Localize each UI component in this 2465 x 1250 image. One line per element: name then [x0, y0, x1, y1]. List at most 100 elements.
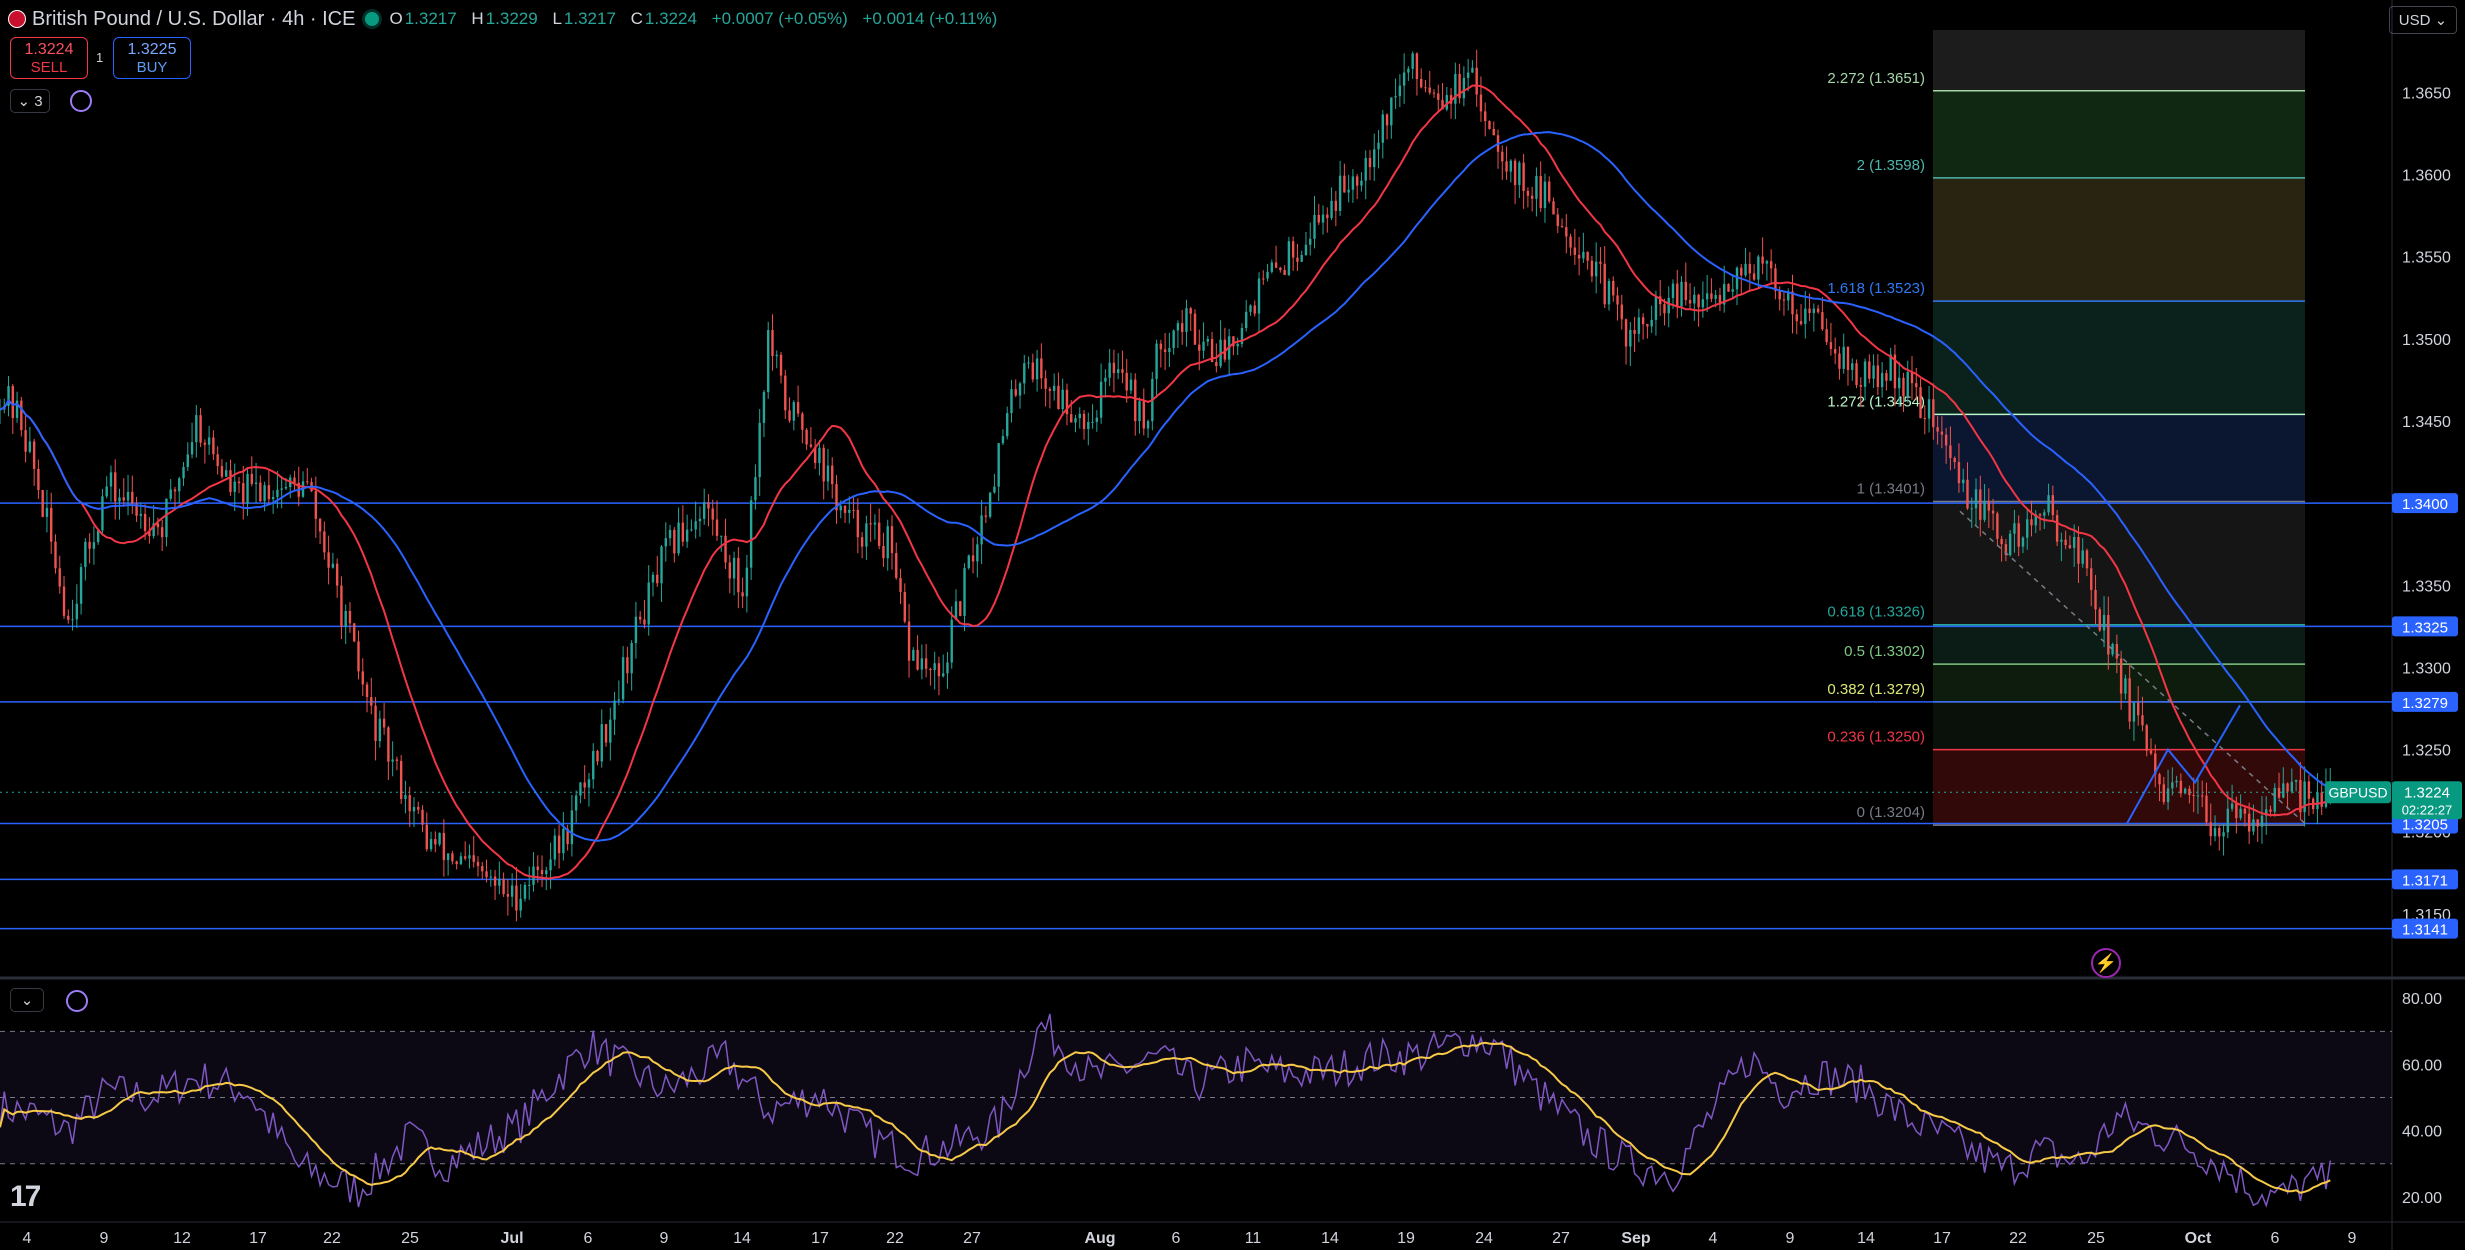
candle-body [1906, 372, 1909, 397]
candle-body [1957, 462, 1961, 484]
candle-body [749, 500, 753, 568]
candle-countdown-label: 02:22:27 [2402, 802, 2453, 817]
candle-body [2179, 780, 2183, 794]
projection-path [2126, 704, 2241, 824]
rsi-collapse-button[interactable]: ⌄ [10, 988, 44, 1012]
sell-button[interactable]: 1.3224 SELL [10, 37, 88, 79]
tradingview-logo-icon[interactable]: 17 [10, 1180, 41, 1213]
candle-body [476, 861, 480, 867]
candle-body [387, 727, 390, 762]
candle-body [314, 491, 318, 519]
candle-body [2282, 783, 2285, 798]
sync-icon[interactable] [66, 990, 88, 1012]
fib-zone [1933, 664, 2305, 702]
candle-body [2077, 536, 2080, 564]
candle-body [702, 502, 706, 519]
candle-body [1543, 181, 1547, 208]
candle-body [1360, 180, 1363, 186]
candle-body [2277, 787, 2281, 798]
candle-body [2162, 784, 2166, 803]
candle-body [592, 751, 595, 780]
candle-body [971, 555, 975, 562]
time-tick-label: 17 [811, 1230, 829, 1247]
candle-body [1027, 362, 1030, 364]
buy-label: BUY [136, 59, 168, 76]
candle-body [1112, 362, 1116, 374]
candle-body [1629, 329, 1632, 347]
candle-body [340, 585, 343, 627]
candle-body [1594, 261, 1598, 277]
candle-body [1129, 379, 1133, 391]
candle-body [698, 518, 702, 522]
candle-body [993, 486, 996, 493]
indicators-toggle-button[interactable]: ⌄ 3 [10, 89, 50, 113]
candle-body [540, 870, 544, 875]
candle-body [2230, 803, 2234, 809]
candle-body [114, 472, 117, 502]
candle-body [109, 472, 113, 487]
candle-body [1232, 336, 1235, 347]
currency-select[interactable]: USD ⌄ [2389, 6, 2457, 34]
buy-button[interactable]: 1.3225 BUY [113, 37, 191, 79]
candle-body [574, 795, 578, 811]
time-tick-label: 9 [1786, 1230, 1795, 1247]
candle-body [754, 477, 757, 501]
candle-body [2107, 614, 2110, 655]
candle-body [839, 505, 842, 511]
time-tick-label: 14 [1857, 1230, 1875, 1247]
candle-body [1505, 161, 1508, 172]
candle-body [1530, 195, 1534, 199]
time-tick-label: 12 [173, 1230, 191, 1247]
candle-body [937, 663, 941, 677]
time-tick-label: Sep [1621, 1230, 1651, 1247]
rsi-moving-average [0, 1041, 2331, 1194]
candle-body [2316, 792, 2319, 810]
candle-body [1040, 358, 1043, 379]
price-tick-label: 1.3250 [2402, 743, 2451, 760]
fib-level-label: 2 (1.3598) [1857, 157, 1925, 174]
time-tick-label: 14 [733, 1230, 751, 1247]
candle-body [1185, 308, 1188, 332]
candle-body [229, 470, 232, 493]
candle-body [1735, 267, 1739, 290]
candle-body [67, 615, 70, 620]
candle-body [20, 400, 23, 431]
candle-body [523, 884, 527, 899]
price-level-tag [2392, 616, 2458, 637]
candle-body [2269, 809, 2272, 812]
candle-body [348, 611, 352, 624]
candle-body [1693, 294, 1696, 304]
candle-body [2145, 725, 2148, 751]
candle-body [451, 853, 454, 862]
candle-body [1074, 418, 1077, 423]
candle-body [997, 443, 1000, 487]
bolt-icon[interactable]: ⚡ [2091, 948, 2121, 978]
price-level-tag-label: 1.3400 [2402, 496, 2448, 513]
candle-body [643, 619, 646, 625]
symbol-title[interactable]: British Pound / U.S. Dollar · 4h · ICE [32, 7, 356, 30]
candle-body [890, 526, 894, 554]
moving-average-slow [0, 131, 2331, 842]
candle-body [1006, 413, 1009, 437]
candle-body [434, 839, 437, 845]
candle-body [2192, 795, 2195, 797]
candle-body [1317, 214, 1320, 223]
candle-body [1522, 162, 1525, 191]
sync-icon[interactable] [70, 90, 92, 112]
candle-body [1940, 431, 1944, 435]
candle-body [1249, 305, 1252, 312]
candle-body [1667, 297, 1670, 314]
candle-body [1944, 434, 1948, 446]
candle-body [2043, 512, 2046, 516]
candle-body [963, 568, 966, 616]
candle-body [1142, 401, 1145, 429]
candle-body [1744, 263, 1747, 276]
candle-body [2030, 519, 2033, 526]
price-level-tag [2392, 918, 2458, 939]
candle-body [1057, 385, 1060, 409]
change-value-2: +0.0014 (+0.11%) [862, 9, 998, 28]
candle-body [1962, 479, 1965, 484]
candle-body [2290, 781, 2294, 792]
candle-body [1799, 321, 1803, 324]
